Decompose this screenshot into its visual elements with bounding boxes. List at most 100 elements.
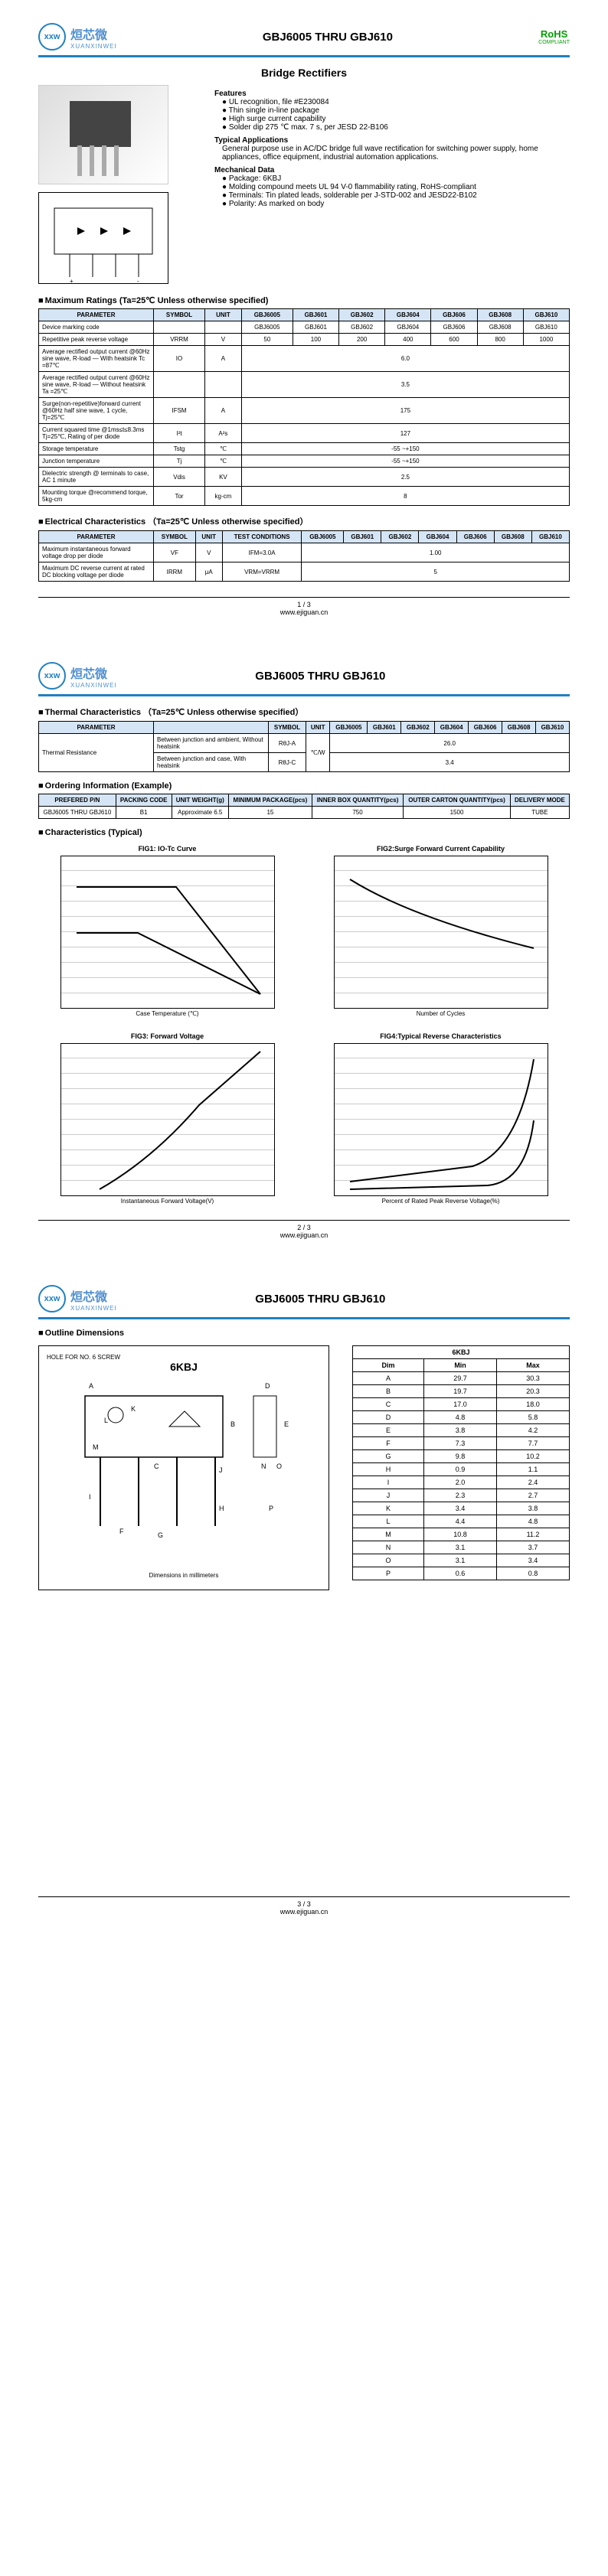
val-cell: GBJ601: [293, 321, 338, 334]
col-header: GBJ610: [531, 531, 569, 543]
svg-text:E: E: [284, 1420, 289, 1428]
charts-container: FIG1: IO-Tc CurveCase Temperature (℃)FIG…: [38, 845, 570, 1205]
footer-3: 3 / 3 www.ejiguan.cn: [38, 1896, 570, 1916]
footer-1: 1 / 3 www.ejiguan.cn: [38, 597, 570, 616]
ordering-heading: Ordering Information (Example): [38, 781, 570, 791]
col-header: [154, 722, 269, 734]
svg-text:F: F: [119, 1528, 124, 1535]
val-cell: 750: [312, 807, 403, 819]
dim-cell: E: [353, 1424, 424, 1437]
dim-cell: J: [353, 1489, 424, 1502]
dim-cell: 4.8: [424, 1411, 497, 1424]
col-header: SYMBOL: [269, 722, 306, 734]
thermal-table: PARAMETERSYMBOLUNITGBJ6005GBJ601GBJ602GB…: [38, 721, 570, 772]
col-header: GBJ602: [339, 309, 385, 321]
mech-list: Package: 6KBJ Molding compound meets UL …: [222, 174, 570, 208]
mech-item: Terminals: Tin plated leads, solderable …: [222, 191, 570, 200]
dim-cell: 1.1: [497, 1463, 570, 1476]
chart-title: FIG2:Surge Forward Current Capability: [334, 845, 548, 853]
dim-cell: 19.7: [424, 1385, 497, 1398]
col-header: GBJ606: [431, 309, 477, 321]
col-header: DELIVERY MODE: [510, 794, 569, 807]
feature-item: Solder dip 275 ℃ max. 7 s, per JESD 22-B…: [222, 123, 570, 132]
param-cell: Average rectified output current @60Hz s…: [39, 346, 154, 372]
chart-title: FIG4:Typical Reverse Characteristics: [334, 1032, 548, 1040]
val-cell: 2.5: [241, 468, 569, 487]
xlabel: Instantaneous Forward Voltage(V): [60, 1198, 275, 1205]
col-header: GBJ608: [494, 531, 531, 543]
svg-text:C: C: [154, 1462, 159, 1470]
dim-cell: 3.1: [424, 1554, 497, 1567]
apps-text: General purpose use in AC/DC bridge full…: [222, 145, 570, 161]
dim-section: HOLE FOR NO. 6 SCREW 6KBJ AB CD EF GH IJ…: [38, 1345, 570, 1590]
chart-area: [334, 856, 548, 1009]
dim-cell: 30.3: [497, 1372, 570, 1385]
dim-cell: 18.0: [497, 1398, 570, 1411]
schematic-diagram: + -: [38, 192, 168, 284]
dim-cell: 29.7: [424, 1372, 497, 1385]
svg-text:N: N: [261, 1462, 266, 1470]
maxratings-heading: Maximum Ratings (Ta=25℃ Unless otherwise…: [38, 295, 570, 305]
val-cell: GBJ6005 THRU GBJ610: [39, 807, 116, 819]
hole-note: HOLE FOR NO. 6 SCREW: [47, 1354, 321, 1361]
col-header: GBJ610: [523, 309, 569, 321]
val-cell: 175: [241, 398, 569, 424]
chart-area: [60, 856, 275, 1009]
col-header: PACKING CODE: [116, 794, 172, 807]
dim-cell: C: [353, 1398, 424, 1411]
feature-item: High surge current capability: [222, 115, 570, 123]
dim-cell: 7.3: [424, 1437, 497, 1450]
dim-cell: 0.8: [497, 1567, 570, 1580]
col-header: GBJ601: [344, 531, 381, 543]
svg-text:A: A: [89, 1382, 93, 1390]
chart-area: [60, 1043, 275, 1196]
val-cell: -55 ~+150: [241, 443, 569, 455]
header: xxw 烜芯微 XUANXINWEI GBJ6005 THRU GBJ610: [38, 662, 570, 696]
svg-text:M: M: [93, 1443, 99, 1451]
col-header: GBJ601: [368, 722, 401, 734]
col-header: GBJ608: [502, 722, 536, 734]
mech-item: Polarity: As marked on body: [222, 200, 570, 208]
dim-cell: F: [353, 1437, 424, 1450]
col-header: GBJ601: [293, 309, 338, 321]
thermal-heading: Thermal Characteristics （Ta=25℃ Unless o…: [38, 706, 570, 718]
mech-heading: Mechanical Data: [214, 166, 570, 174]
param-cell: Surge(non-repetitive)forward current @60…: [39, 398, 154, 424]
dim-cell: O: [353, 1554, 424, 1567]
chart-title: FIG1: IO-Tc Curve: [60, 845, 275, 853]
svg-text:K: K: [131, 1405, 136, 1413]
val-cell: 200: [339, 334, 385, 346]
svg-text:-: -: [137, 278, 139, 283]
col-header: UNIT WEIGHT(g): [172, 794, 228, 807]
col-header: OUTER CARTON QUANTITY(pcs): [404, 794, 511, 807]
dim-cell: 2.7: [497, 1489, 570, 1502]
outline-heading: Outline Dimensions: [38, 1329, 570, 1338]
mech-item: Package: 6KBJ: [222, 174, 570, 183]
chart-title: FIG3: Forward Voltage: [60, 1032, 275, 1040]
col-header: GBJ602: [381, 531, 419, 543]
feature-item: UL recognition, file #E230084: [222, 98, 570, 106]
col-header: UNIT: [205, 309, 242, 321]
col-header: GBJ606: [469, 722, 502, 734]
param-cell: Maximum DC reverse current at rated DC b…: [39, 562, 154, 582]
val-cell: 1000: [523, 334, 569, 346]
title: GBJ6005 THRU GBJ610: [263, 31, 393, 44]
param-cell: Average rectified output current @60Hz s…: [39, 372, 154, 398]
col-header: GBJ610: [535, 722, 569, 734]
col-header: Min: [424, 1359, 497, 1372]
svg-text:B: B: [230, 1420, 235, 1428]
dim-cell: 4.8: [497, 1515, 570, 1528]
package-image: [38, 85, 168, 184]
param-cell: Maximum instantaneous forward voltage dr…: [39, 543, 154, 562]
dim-cell: B: [353, 1385, 424, 1398]
dim-note: Dimensions in millimeters: [47, 1572, 321, 1579]
val-cell: Approximate 6.5: [172, 807, 228, 819]
dim-cell: 5.8: [497, 1411, 570, 1424]
val-cell: -55 ~+150: [241, 455, 569, 468]
dim-cell: I: [353, 1476, 424, 1489]
val-cell: 400: [385, 334, 431, 346]
svg-text:I: I: [89, 1493, 91, 1501]
col-header: SYMBOL: [154, 531, 196, 543]
col-header: GBJ6005: [330, 722, 368, 734]
apps-heading: Typical Applications: [214, 136, 570, 145]
